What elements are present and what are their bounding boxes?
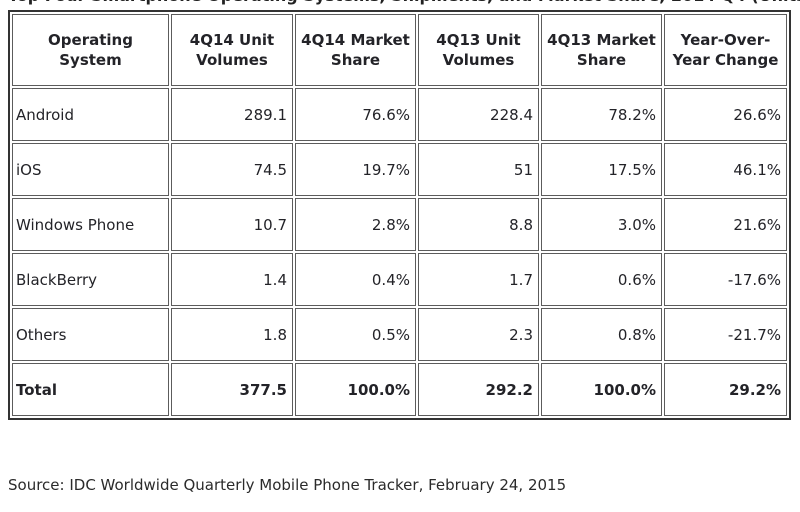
cell-android-4q14-share: 76.6%: [295, 88, 416, 141]
cell-ios-4q14-volume: 74.5: [171, 143, 293, 196]
cell-total-4q13-volume: 292.2: [418, 363, 539, 416]
clipped-table-title: Top Four Smartphone Operating Systems, S…: [8, 0, 800, 8]
row-label-others: Others: [12, 308, 169, 361]
cell-ios-4q13-share: 17.5%: [541, 143, 662, 196]
column-header-4q14-market-share: 4Q14 Market Share: [295, 14, 416, 86]
row-label-ios: iOS: [12, 143, 169, 196]
cell-windows-phone-4q14-volume: 10.7: [171, 198, 293, 251]
cell-blackberry-4q13-share: 0.6%: [541, 253, 662, 306]
os-market-share-table: Operating System 4Q14 Unit Volumes 4Q14 …: [8, 10, 791, 420]
cell-blackberry-4q14-volume: 1.4: [171, 253, 293, 306]
cell-blackberry-4q13-volume: 1.7: [418, 253, 539, 306]
cell-others-4q14-share: 0.5%: [295, 308, 416, 361]
cell-android-4q14-volume: 289.1: [171, 88, 293, 141]
cell-windows-phone-4q13-volume: 8.8: [418, 198, 539, 251]
cell-ios-4q13-volume: 51: [418, 143, 539, 196]
table-row-ios: iOS 74.5 19.7% 51 17.5% 46.1%: [12, 143, 787, 196]
table-row-android: Android 289.1 76.6% 228.4 78.2% 26.6%: [12, 88, 787, 141]
cell-others-4q14-volume: 1.8: [171, 308, 293, 361]
column-header-operating-system: Operating System: [12, 14, 169, 86]
cell-total-4q14-share: 100.0%: [295, 363, 416, 416]
source-attribution: Source: IDC Worldwide Quarterly Mobile P…: [8, 476, 567, 494]
cell-ios-4q14-share: 19.7%: [295, 143, 416, 196]
cell-windows-phone-4q14-share: 2.8%: [295, 198, 416, 251]
header-row: Operating System 4Q14 Unit Volumes 4Q14 …: [12, 14, 787, 86]
cell-android-4q13-share: 78.2%: [541, 88, 662, 141]
table-row-blackberry: BlackBerry 1.4 0.4% 1.7 0.6% -17.6%: [12, 253, 787, 306]
cell-ios-yoy-change: 46.1%: [664, 143, 787, 196]
table-row-total: Total 377.5 100.0% 292.2 100.0% 29.2%: [12, 363, 787, 416]
row-label-blackberry: BlackBerry: [12, 253, 169, 306]
cell-others-4q13-volume: 2.3: [418, 308, 539, 361]
cell-total-4q14-volume: 377.5: [171, 363, 293, 416]
cell-blackberry-yoy-change: -17.6%: [664, 253, 787, 306]
cell-android-4q13-volume: 228.4: [418, 88, 539, 141]
cell-android-yoy-change: 26.6%: [664, 88, 787, 141]
table-row-others: Others 1.8 0.5% 2.3 0.8% -21.7%: [12, 308, 787, 361]
row-label-android: Android: [12, 88, 169, 141]
cell-blackberry-4q14-share: 0.4%: [295, 253, 416, 306]
cell-windows-phone-4q13-share: 3.0%: [541, 198, 662, 251]
column-header-4q13-unit-volumes: 4Q13 Unit Volumes: [418, 14, 539, 86]
column-header-4q14-unit-volumes: 4Q14 Unit Volumes: [171, 14, 293, 86]
cell-windows-phone-yoy-change: 21.6%: [664, 198, 787, 251]
table-title-text: Top Four Smartphone Operating Systems, S…: [8, 0, 800, 4]
row-label-windows-phone: Windows Phone: [12, 198, 169, 251]
cell-total-4q13-share: 100.0%: [541, 363, 662, 416]
row-label-total: Total: [12, 363, 169, 416]
column-header-yoy-change: Year-Over-Year Change: [664, 14, 787, 86]
column-header-4q13-market-share: 4Q13 Market Share: [541, 14, 662, 86]
cell-others-yoy-change: -21.7%: [664, 308, 787, 361]
table-row-windows-phone: Windows Phone 10.7 2.8% 8.8 3.0% 21.6%: [12, 198, 787, 251]
cell-others-4q13-share: 0.8%: [541, 308, 662, 361]
cell-total-yoy-change: 29.2%: [664, 363, 787, 416]
